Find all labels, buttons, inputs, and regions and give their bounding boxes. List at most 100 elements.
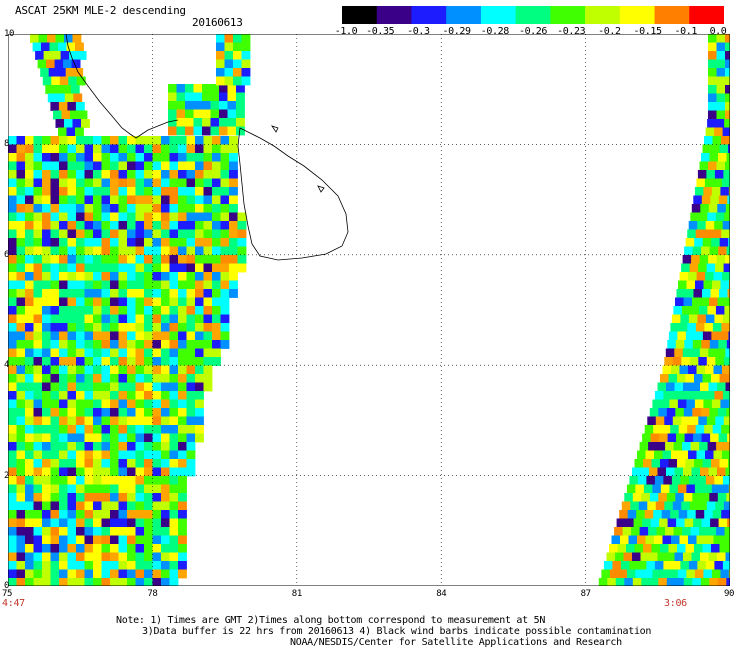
- swath-cell: [658, 493, 668, 502]
- swath-cell: [169, 153, 179, 162]
- swath-cell: [186, 314, 196, 324]
- swath-cell: [713, 178, 723, 188]
- swath-cell: [178, 178, 187, 188]
- swath-cell: [219, 109, 228, 119]
- swath-cell: [650, 518, 660, 528]
- swath-cell: [101, 229, 111, 239]
- swath-cell: [127, 552, 136, 562]
- swath-cell: [127, 510, 136, 519]
- swath-cell: [67, 442, 77, 451]
- swath-cell: [684, 340, 694, 349]
- swath-cell: [640, 467, 650, 477]
- swath-cell: [68, 76, 78, 86]
- swath-cell: [50, 365, 60, 375]
- swath-cell: [169, 238, 179, 247]
- swath-cell: [118, 510, 128, 519]
- longitude-tick-label: 84: [436, 589, 447, 599]
- swath-cell: [110, 416, 119, 426]
- swath-cell: [25, 153, 34, 162]
- swath-cell: [203, 187, 213, 196]
- swath-cell: [33, 314, 43, 324]
- swath-cell: [714, 391, 724, 400]
- swath-cell: [16, 255, 26, 264]
- swath-cell: [210, 109, 220, 119]
- swath-cell: [93, 289, 102, 298]
- swath-cell: [212, 153, 221, 162]
- swath-cell: [93, 136, 102, 145]
- swath-cell: [50, 144, 60, 154]
- swath-cell: [76, 544, 85, 553]
- swath-cell: [659, 518, 668, 528]
- swath-cell: [25, 391, 34, 400]
- swath-cell: [93, 144, 102, 154]
- swath-cell: [713, 365, 723, 375]
- swath-cell: [668, 459, 678, 468]
- swath-cell: [708, 552, 718, 562]
- swath-cell: [161, 263, 170, 273]
- swath-cell: [727, 433, 730, 443]
- colorbar-tick-label: 0.0: [709, 26, 727, 37]
- swath-cell: [135, 204, 145, 213]
- swath-cell: [220, 289, 230, 298]
- swath-cell: [677, 569, 687, 579]
- swath-cell: [161, 561, 170, 570]
- swath-cell: [619, 510, 629, 519]
- swath-cell: [152, 272, 162, 281]
- swath-cell: [8, 459, 17, 468]
- swath-cell: [76, 255, 85, 264]
- swath-cell: [216, 68, 225, 77]
- swath-cell: [76, 433, 85, 443]
- swath-cell: [707, 119, 716, 128]
- swath-cell: [93, 238, 102, 247]
- swath-cell: [607, 578, 617, 586]
- swath-cell: [16, 238, 26, 247]
- swath-cell: [33, 255, 43, 264]
- swath-cell: [185, 92, 194, 102]
- swath-cell: [127, 153, 136, 162]
- swath-cell: [67, 433, 77, 443]
- swath-cell: [84, 289, 94, 298]
- swath-cell: [195, 374, 204, 383]
- swath-cell: [710, 195, 720, 205]
- swath-cell: [229, 204, 238, 213]
- swath-cell: [621, 501, 631, 511]
- swath-cell: [52, 51, 61, 60]
- swath-cell: [186, 297, 196, 307]
- swath-cell: [203, 331, 213, 341]
- swath-cell: [212, 187, 221, 196]
- swath-cell: [676, 433, 685, 443]
- swath-cell: [169, 306, 179, 315]
- swath-cell: [110, 331, 119, 341]
- swath-cell: [110, 510, 119, 519]
- swath-cell: [118, 297, 128, 307]
- swath-cell: [203, 365, 213, 375]
- swath-cell: [8, 178, 17, 188]
- swath-cell: [101, 204, 111, 213]
- swath-cell: [16, 289, 26, 298]
- swath-cell: [76, 76, 86, 86]
- swath-cell: [50, 272, 60, 281]
- swath-cell: [178, 561, 187, 570]
- swath-cell: [25, 578, 34, 586]
- swath-cell: [728, 187, 730, 196]
- swath-cell: [110, 518, 119, 528]
- swath-cell: [711, 544, 720, 553]
- swath-cell: [195, 212, 204, 222]
- swath-cell: [685, 289, 694, 298]
- swath-cell: [178, 416, 187, 426]
- swath-cell: [127, 246, 136, 256]
- swath-cell: [33, 331, 43, 341]
- swath-cell: [16, 340, 26, 349]
- swath-cell: [25, 518, 34, 528]
- swath-cell: [682, 255, 692, 264]
- swath-cell: [700, 408, 710, 417]
- swath-cell: [203, 246, 213, 256]
- swath-cell: [84, 425, 94, 434]
- swath-cell: [708, 382, 718, 392]
- swath-cell: [59, 518, 68, 528]
- swath-cell: [144, 467, 153, 477]
- swath-cell: [8, 501, 17, 511]
- swath-cell: [42, 280, 51, 290]
- swath-cell: [144, 144, 153, 154]
- swath-cell: [42, 229, 51, 239]
